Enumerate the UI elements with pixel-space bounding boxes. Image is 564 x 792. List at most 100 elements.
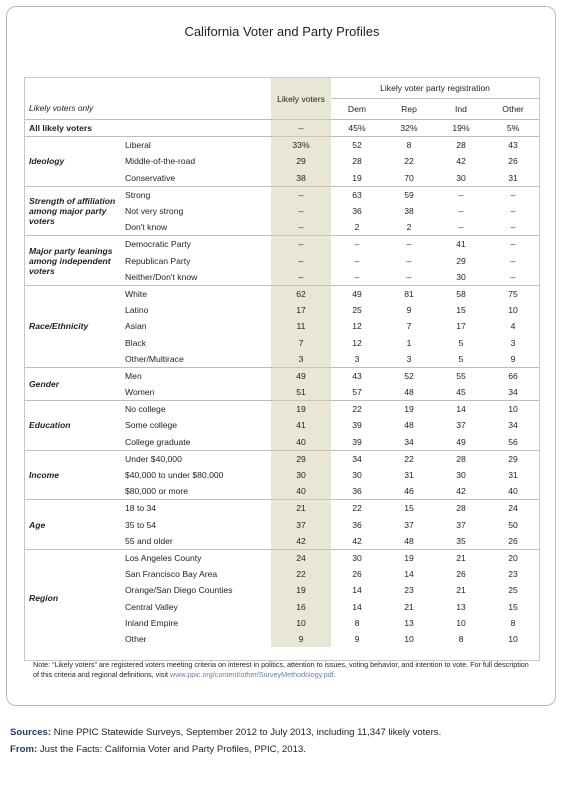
rep-value: 70	[404, 172, 414, 183]
other-value: 4	[510, 321, 516, 332]
ind-value: 21	[435, 548, 487, 567]
other-value: –	[510, 271, 516, 282]
dem-value: 42	[352, 535, 362, 546]
other-value: 26	[508, 535, 518, 546]
ind-value: 29	[456, 255, 466, 266]
row-label: Some college	[125, 420, 178, 431]
dem-value: –	[331, 235, 383, 253]
figure-card: California Voter and Party Profiles Like…	[6, 6, 556, 706]
table-row: Other/Multirace 3 3 3 5 9	[25, 350, 539, 368]
likely-value: –	[271, 235, 331, 253]
rep-value: 15	[383, 499, 435, 517]
ind-value: 41	[435, 235, 487, 253]
all-ind-value: 19%	[435, 118, 487, 137]
table-row: 55 and older 42 42 48 35 26	[25, 532, 539, 550]
table-row: Central Valley 16 14 21 13 15	[25, 598, 539, 615]
from-label: From:	[10, 744, 38, 755]
likely-value: 17	[271, 302, 331, 319]
likely-voters-only-label: Likely voters only	[29, 103, 94, 113]
dem-value: 12	[352, 337, 362, 348]
all-dem-value: 45%	[331, 118, 383, 137]
rep-value: 48	[404, 420, 414, 431]
ind-value: 30	[456, 470, 466, 481]
other-value: 34	[508, 387, 518, 398]
dem-value: 2	[354, 222, 360, 233]
row-label: Central Valley	[125, 601, 178, 612]
table-row: Region Los Angeles County 24 30 19 21 20	[25, 548, 540, 647]
col-header-ind: Ind	[455, 104, 467, 114]
row-label: White	[119, 284, 271, 303]
dem-value: 30	[352, 470, 362, 481]
likely-value: 21	[271, 499, 331, 517]
row-label: Neither/Don't know	[125, 271, 198, 282]
rep-value: 38	[404, 206, 414, 217]
likely-value: 37	[271, 516, 331, 533]
rep-value: 81	[383, 284, 435, 303]
table-row: Other 9 9 10 8 10	[25, 630, 539, 647]
ind-value: 21	[456, 585, 466, 596]
likely-value: –	[271, 268, 331, 286]
all-likely-value: –	[271, 118, 331, 137]
rep-value: 22	[404, 156, 414, 167]
row-label: Strong	[119, 185, 271, 203]
rep-value: 37	[404, 519, 414, 530]
likely-value: 24	[271, 548, 331, 567]
dem-value: 12	[352, 321, 362, 332]
rep-value: 3	[406, 353, 412, 364]
all-rep-value: 32%	[383, 118, 435, 137]
row-label: Democratic Party	[119, 235, 271, 253]
rep-value: 48	[404, 387, 414, 398]
methodology-link[interactable]: www.ppic.org/content/other/SurveyMethodo…	[170, 670, 334, 679]
row-label: Conservative	[125, 172, 176, 183]
likely-value: 33%	[271, 136, 331, 154]
note-text: Note: “Likely voters” are registered vot…	[33, 660, 529, 679]
rep-value: 10	[404, 633, 414, 644]
other-value: –	[510, 206, 516, 217]
dem-value: 25	[352, 305, 362, 316]
dem-value: –	[354, 271, 360, 282]
table-row: Strength of affiliation among major part…	[25, 185, 540, 236]
table-row: Age 18 to 34 21 22 15 28 24	[25, 499, 540, 550]
ind-value: 58	[435, 284, 487, 303]
row-label: Orange/San Diego Counties	[125, 585, 233, 596]
other-value: 43	[487, 136, 540, 154]
row-label: Latino	[125, 305, 149, 316]
ind-value: 5	[458, 337, 464, 348]
rep-value: 46	[404, 486, 414, 497]
likely-value: 9	[271, 630, 331, 647]
other-value: 26	[508, 156, 518, 167]
rep-value: 48	[404, 535, 414, 546]
voter-profile-table: Likely voters only Likely voters Likely …	[25, 78, 540, 647]
methodology-note: Note: “Likely voters” are registered vot…	[33, 660, 533, 680]
other-value: 9	[510, 353, 516, 364]
from-line: From: Just the Facts: California Voter a…	[10, 744, 306, 755]
row-label: $80,000 or more	[125, 486, 189, 497]
likely-value: 42	[271, 532, 331, 550]
row-label: 18 to 34	[119, 499, 271, 517]
likely-value: –	[271, 202, 331, 220]
group-label: Income	[25, 449, 119, 500]
other-value: 29	[487, 449, 540, 467]
dem-value: 39	[352, 436, 362, 447]
likely-value: 19	[271, 582, 331, 599]
rep-value: 34	[404, 436, 414, 447]
ind-value: 55	[435, 366, 487, 384]
ind-value: 28	[435, 449, 487, 467]
dem-value: 39	[352, 420, 362, 431]
other-value: 10	[508, 305, 518, 316]
from-text: Just the Facts: California Voter and Par…	[37, 744, 306, 755]
row-label: Don't know	[125, 222, 168, 233]
rep-value: 59	[383, 185, 435, 203]
group-label: Ideology	[25, 136, 119, 187]
table-row: Not very strong – 36 38 – –	[25, 202, 539, 220]
likely-value: –	[271, 185, 331, 203]
other-value: 23	[508, 569, 518, 580]
ind-value: 28	[435, 499, 487, 517]
dem-value: 34	[331, 449, 383, 467]
row-label: 55 and older	[125, 535, 173, 546]
dem-value: 22	[331, 499, 383, 517]
likely-value: 10	[271, 614, 331, 631]
other-value: 24	[487, 499, 540, 517]
likely-value: –	[271, 252, 331, 269]
rep-value: 1	[406, 337, 412, 348]
